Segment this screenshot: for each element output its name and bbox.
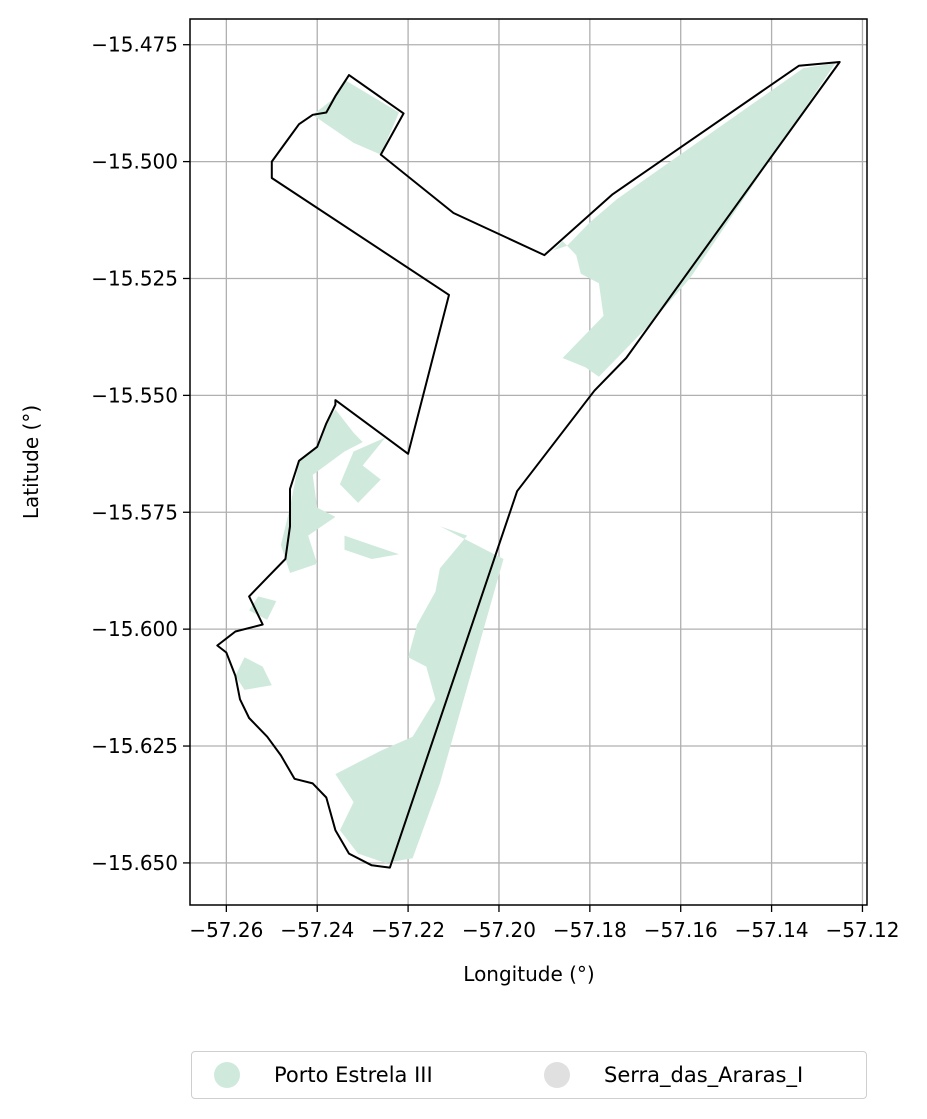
forest-areas	[235, 63, 836, 863]
y-axis-ticks: −15.475 −15.500 −15.525 −15.550 −15.575 −15.6…	[91, 33, 190, 875]
legend-label-serra-das-araras: Serra_das_Araras_I	[604, 1063, 804, 1087]
legend-marker-serra-das-araras	[544, 1062, 570, 1088]
area-boundary	[216, 61, 841, 869]
y-axis-label: Latitude (°)	[19, 405, 43, 519]
y-tick-label-5: −15.600	[91, 617, 178, 641]
map-chart: −57.26 −57.24 −57.22 −57.20 −57.18 −57.16 −57.…	[19, 18, 899, 986]
x-tick-label-7: −57.12	[825, 918, 899, 942]
forest-area-4	[344, 535, 399, 559]
y-tick-label-0: −15.475	[91, 33, 178, 57]
x-tick-label-6: −57.14	[735, 918, 809, 942]
x-axis-label: Longitude (°)	[463, 962, 594, 986]
forest-area-2	[280, 409, 363, 573]
x-tick-label-4: −57.18	[553, 918, 627, 942]
x-tick-label-5: −57.16	[644, 918, 718, 942]
legend-item-porto-estrela: Porto Estrela III	[214, 1052, 433, 1098]
forest-area-6	[235, 657, 272, 690]
y-tick-label-4: −15.575	[91, 500, 178, 524]
y-tick-label-1: −15.500	[91, 150, 178, 174]
x-tick-label-1: −57.24	[280, 918, 354, 942]
x-axis-ticks: −57.26 −57.24 −57.22 −57.20 −57.18 −57.16 −57.…	[189, 905, 899, 942]
forest-area-3	[339, 437, 386, 503]
legend-marker-porto-estrela	[214, 1062, 240, 1088]
legend: Porto Estrela III Serra_das_Araras_I	[191, 1051, 867, 1099]
y-tick-label-2: −15.525	[91, 266, 178, 290]
plot-frame	[189, 18, 868, 906]
y-tick-label-6: −15.625	[91, 734, 178, 758]
y-tick-label-3: −15.550	[91, 383, 178, 407]
forest-area-1	[553, 63, 836, 377]
x-tick-label-0: −57.26	[189, 918, 263, 942]
boundary-layer	[216, 61, 841, 869]
y-tick-label-7: −15.650	[91, 851, 178, 875]
x-tick-label-3: −57.20	[462, 918, 536, 942]
x-tick-label-2: −57.22	[371, 918, 445, 942]
legend-label-porto-estrela: Porto Estrela III	[274, 1063, 433, 1087]
forest-area-7	[249, 596, 277, 620]
legend-item-serra-das-araras: Serra_das_Araras_I	[544, 1052, 803, 1098]
forest-area-5	[335, 526, 504, 863]
